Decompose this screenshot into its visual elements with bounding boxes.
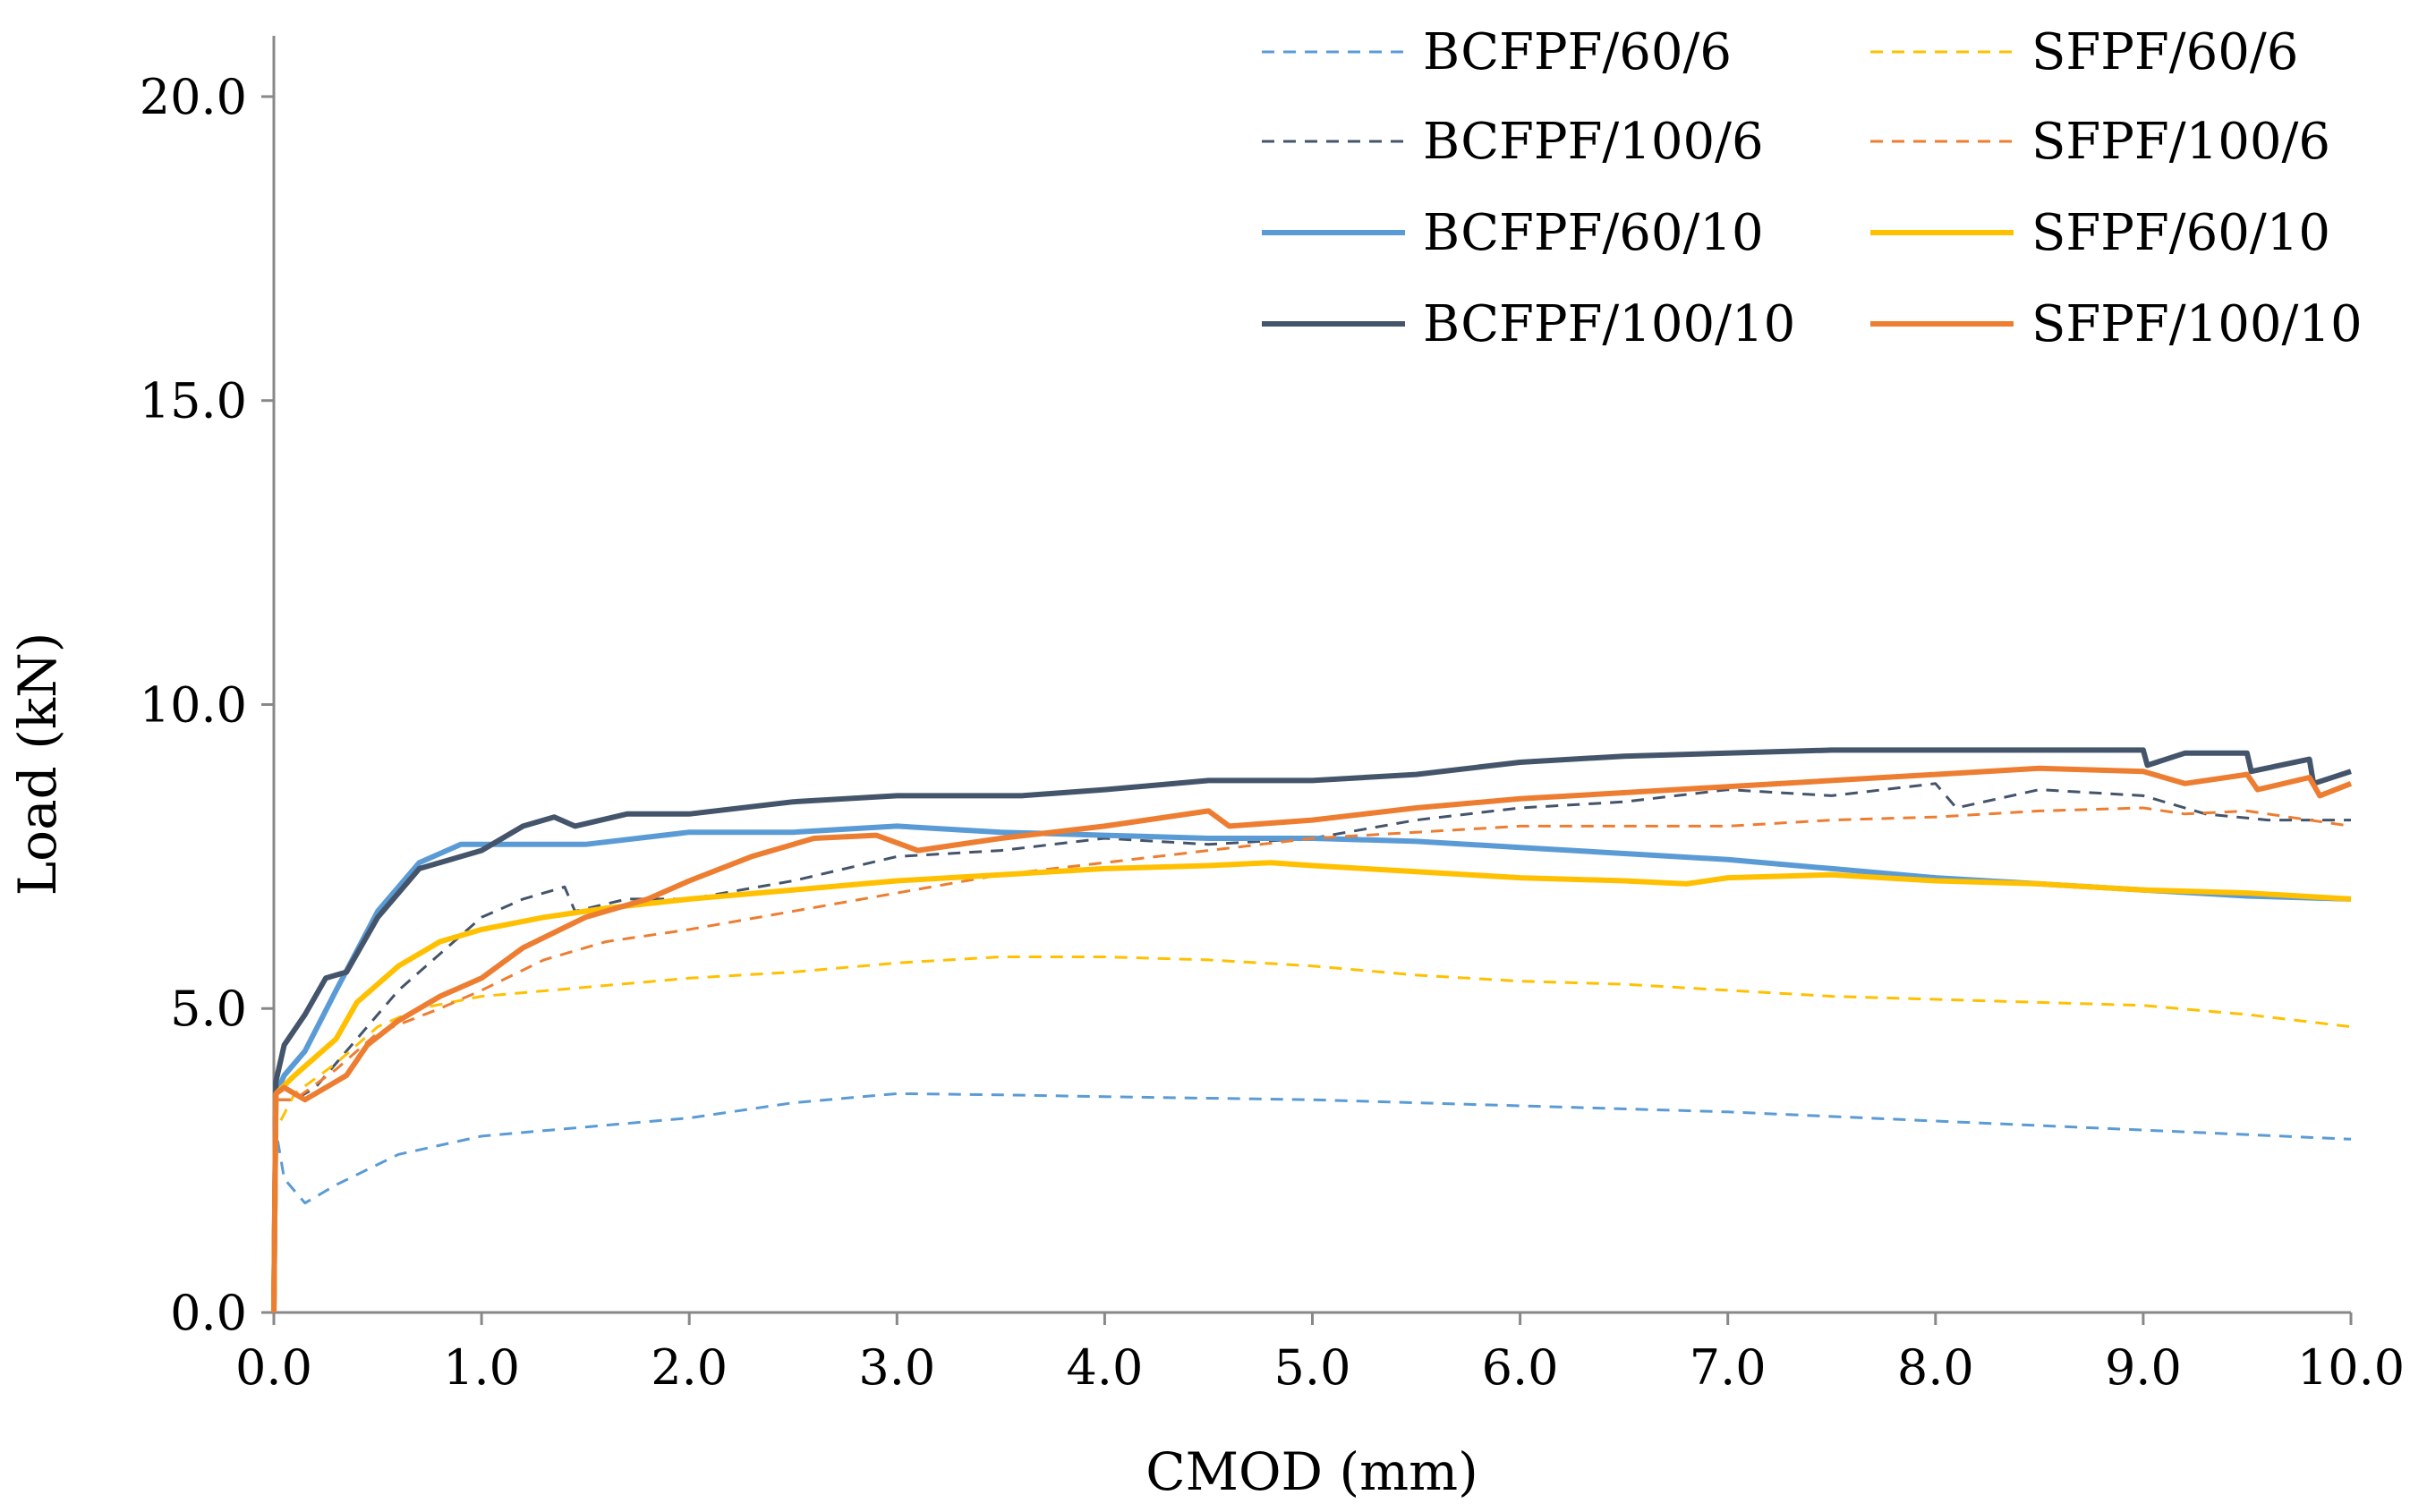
x-tick-label: 9.0 xyxy=(2105,1339,2182,1396)
x-tick-label: 6.0 xyxy=(1482,1339,1559,1396)
legend-label: BCFPF/60/6 xyxy=(1423,23,1732,81)
x-tick-label: 1.0 xyxy=(443,1339,520,1396)
x-tick-label: 5.0 xyxy=(1274,1339,1351,1396)
x-tick-label: 0.0 xyxy=(235,1339,312,1396)
y-tick-label: 0.0 xyxy=(170,1285,247,1341)
x-tick-label: 8.0 xyxy=(1897,1339,1974,1396)
y-tick-label: 20.0 xyxy=(140,69,247,125)
x-tick-label: 3.0 xyxy=(858,1339,935,1396)
series-line-bcfpf-100-6 xyxy=(272,782,2351,1313)
x-axis-title: CMOD (mm) xyxy=(1145,1441,1478,1502)
y-axis-title: Load (kN) xyxy=(7,633,68,896)
series-line-bcfpf-100-10 xyxy=(271,747,2352,1313)
y-tick-label: 10.0 xyxy=(140,676,247,733)
legend-label: BCFPF/60/10 xyxy=(1423,204,1764,262)
legend-label: SFPF/60/10 xyxy=(2031,204,2330,262)
legend-label: SFPF/100/6 xyxy=(2031,113,2330,171)
y-tick-label: 15.0 xyxy=(140,373,247,429)
legend-label: BCFPF/100/6 xyxy=(1423,113,1764,171)
x-tick-label: 10.0 xyxy=(2297,1339,2405,1396)
series-line-sfpf-100-6 xyxy=(272,806,2352,1313)
series-line-sfpf-60-10 xyxy=(271,860,2352,1313)
series-line-bcfpf-60-6 xyxy=(272,1092,2352,1313)
legend-label: SFPF/100/10 xyxy=(2031,295,2363,353)
x-tick-label: 4.0 xyxy=(1066,1339,1143,1396)
series xyxy=(271,747,2353,1313)
series-line-bcfpf-60-10 xyxy=(271,823,2352,1313)
ticks: 0.0 1.0 2.0 3.0 4.0 5.0 6.0 7.0 8.0 9.0 10.0 0.0 5.0… xyxy=(140,69,2405,1396)
legend-label: SFPF/60/6 xyxy=(2031,23,2298,81)
x-tick-label: 7.0 xyxy=(1690,1339,1767,1396)
y-tick-label: 5.0 xyxy=(170,981,247,1037)
series-line-sfpf-60-6 xyxy=(272,956,2352,1313)
legend-label: BCFPF/100/10 xyxy=(1423,295,1795,353)
legend: BCFPF/60/6 BCFPF/100/6 BCFPF/60/10 BCFPF/10… xyxy=(1262,23,2363,353)
series-line-sfpf-100-10 xyxy=(271,765,2353,1313)
x-tick-label: 2.0 xyxy=(651,1339,728,1396)
